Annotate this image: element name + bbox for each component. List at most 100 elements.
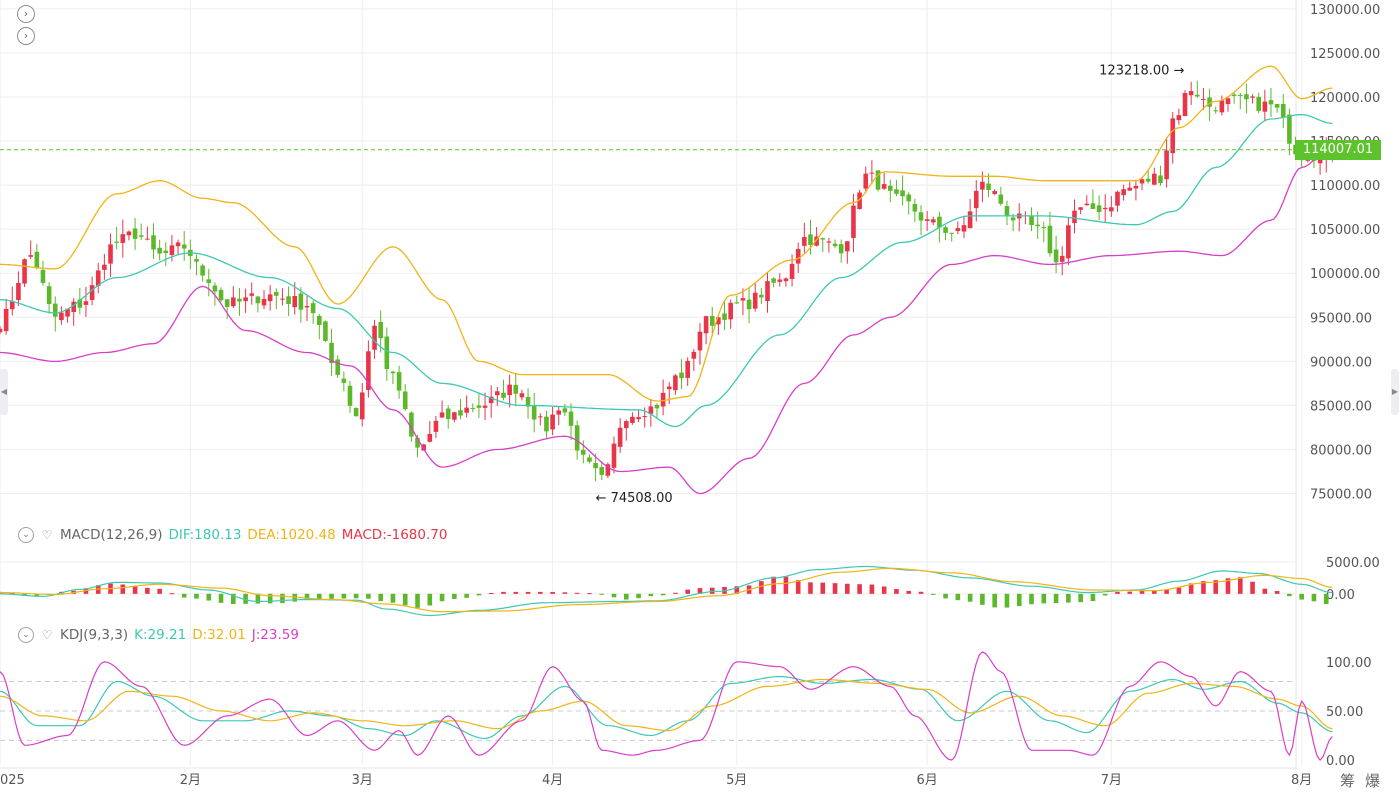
candle: [722, 313, 727, 320]
candle: [1225, 98, 1231, 105]
macd-bar: [1041, 593, 1047, 604]
macd-bar: [181, 593, 187, 598]
expand-icon[interactable]: ›: [17, 27, 35, 45]
candle: [599, 467, 605, 475]
candle: [329, 342, 334, 364]
macd-bar: [22, 593, 27, 596]
macd-bar: [1029, 593, 1034, 605]
candle: [65, 308, 70, 317]
candle: [943, 227, 948, 233]
macd-bar: [157, 588, 162, 594]
macd-bar: [378, 593, 383, 602]
candle: [857, 192, 862, 210]
candle: [77, 299, 83, 308]
y-tick-label: 90000.00: [1310, 355, 1372, 370]
kdj-y-tick-label: 0.00: [1326, 754, 1355, 769]
candle: [808, 234, 813, 245]
candle: [1280, 103, 1286, 118]
candle: [323, 321, 328, 341]
candle: [1231, 94, 1237, 96]
macd-bar: [132, 586, 138, 594]
kdj-k-label: K:29.21: [134, 627, 187, 643]
candle: [1041, 226, 1047, 228]
candle: [685, 360, 690, 378]
candle: [703, 316, 709, 334]
candle: [1121, 189, 1126, 196]
macd-bar: [1262, 588, 1268, 594]
macd-bar: [304, 593, 310, 600]
right-panel-toggle-icon[interactable]: ▶: [1391, 369, 1399, 415]
low-price-annotation: ← 74508.00: [596, 491, 673, 506]
macd-bar: [992, 593, 997, 608]
high-price-annotation: 123218.00 →: [1099, 64, 1184, 79]
macd-bar: [255, 593, 261, 604]
bell-icon[interactable]: ♡: [41, 628, 53, 642]
macd-bar: [1237, 577, 1243, 594]
candle: [697, 331, 703, 351]
candle: [237, 298, 242, 302]
candle: [789, 263, 795, 279]
burst-tool-button[interactable]: 爆: [1365, 772, 1391, 790]
candle: [1059, 255, 1065, 262]
candle: [243, 297, 248, 302]
candle: [562, 408, 568, 413]
candle: [452, 412, 457, 420]
candle: [1207, 97, 1212, 107]
macd-bar: [427, 593, 433, 606]
kdj-y-tick-label: 100.00: [1326, 656, 1372, 671]
candle: [59, 312, 64, 321]
candle: [1244, 94, 1249, 100]
candle: [71, 301, 76, 313]
candle: [1170, 118, 1176, 154]
macd-header: ⌄ ♡ MACD(12,26,9) DIF:180.13 DEA:1020.48…: [18, 526, 447, 544]
candle: [1274, 104, 1280, 108]
macd-bar: [918, 591, 924, 594]
macd-bar: [857, 584, 862, 594]
macd-bar: [1201, 581, 1206, 594]
candle: [1213, 110, 1219, 112]
candle: [973, 190, 979, 209]
boll-upper-line: [0, 65, 1333, 402]
candle: [832, 243, 838, 247]
macd-bar: [894, 589, 899, 594]
candle: [648, 406, 654, 414]
candle: [967, 211, 973, 229]
macd-bar: [1053, 593, 1059, 604]
macd-bar: [1188, 583, 1194, 594]
left-panel-toggle-icon[interactable]: ◀: [0, 369, 8, 415]
candle: [34, 251, 40, 268]
y-tick-label: 85000.00: [1310, 399, 1372, 414]
bell-icon[interactable]: ♡: [41, 528, 53, 542]
candle: [593, 463, 598, 469]
macd-bar: [402, 593, 408, 606]
macd-bar: [9, 593, 15, 595]
macd-bar: [206, 593, 212, 601]
candle: [218, 289, 224, 301]
candle: [1078, 207, 1083, 210]
y-tick-label: 130000.00: [1310, 3, 1380, 18]
candle: [679, 372, 684, 379]
candle: [1287, 114, 1292, 144]
collapse-icon[interactable]: ›: [17, 5, 35, 23]
macd-bar: [538, 591, 543, 594]
macd-bar: [550, 591, 555, 594]
macd-bar: [943, 593, 948, 599]
chevron-down-icon[interactable]: ⌄: [18, 527, 34, 543]
candle: [538, 416, 543, 418]
candle: [1047, 225, 1053, 254]
macd-bar: [820, 582, 826, 594]
chevron-down-icon[interactable]: ⌄: [18, 627, 34, 643]
macd-bar: [34, 593, 40, 597]
macd-bar: [1152, 590, 1157, 594]
candle: [623, 421, 629, 429]
candle: [881, 184, 887, 189]
macd-bar: [1115, 591, 1120, 594]
candle: [814, 236, 819, 246]
macd-bar: [869, 584, 875, 594]
chip-tool-button[interactable]: 筹: [1340, 772, 1366, 790]
candle: [550, 414, 555, 430]
candle: [267, 294, 273, 302]
candle: [900, 190, 905, 197]
candle: [1317, 159, 1323, 164]
